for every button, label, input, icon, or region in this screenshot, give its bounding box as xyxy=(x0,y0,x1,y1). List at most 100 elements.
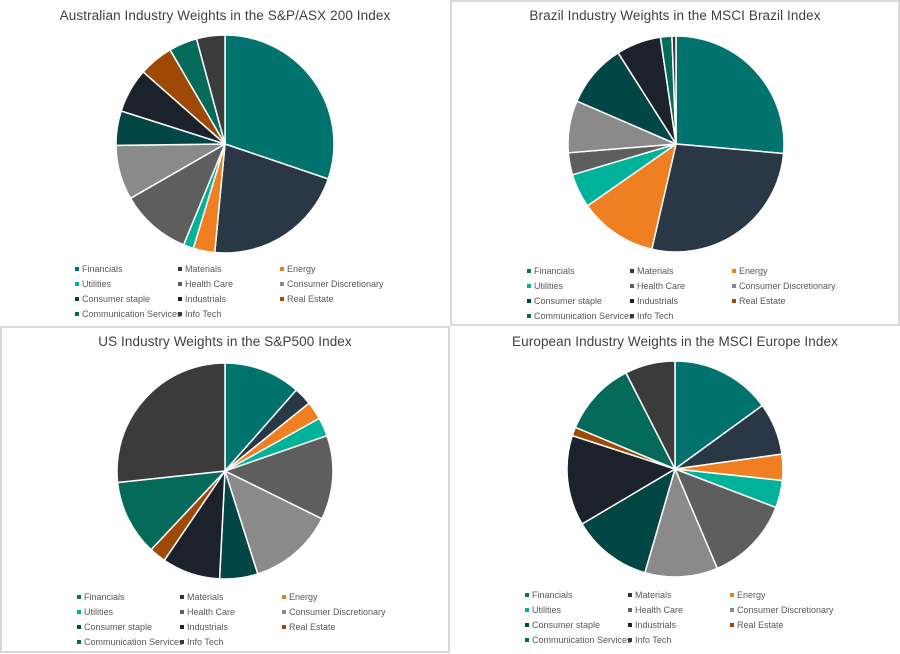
legend-label: Communication Services xyxy=(82,309,182,319)
legend-swatch xyxy=(527,299,531,303)
legend-swatch xyxy=(525,638,529,642)
pie-slice-industrials xyxy=(566,434,676,525)
legend-swatch xyxy=(730,593,734,597)
pie-slice-health-care xyxy=(224,434,334,520)
pie-slice-financials xyxy=(224,362,298,472)
chart-title: US Industry Weights in the S&P500 Index xyxy=(98,334,352,349)
legend-label: Consumer Discretionary xyxy=(289,607,386,617)
legend-swatch xyxy=(628,608,632,612)
legend-label: Communication Services xyxy=(84,637,184,647)
legend-label: Utilities xyxy=(82,279,112,289)
legend-swatch xyxy=(178,297,182,301)
chart-panel-europe: European Industry Weights in the MSCI Eu… xyxy=(450,326,900,652)
legend-label: Real Estate xyxy=(287,294,334,304)
legend-label: Info Tech xyxy=(635,635,672,645)
legend-label: Info Tech xyxy=(185,309,222,319)
legend-label: Communication Services xyxy=(532,635,632,645)
legend-swatch xyxy=(75,282,79,286)
legend-item-communication-services: Communication Services xyxy=(527,311,634,321)
pie-slice-info-tech xyxy=(625,360,676,470)
pie-chart-us xyxy=(116,362,334,580)
legend-item-communication-services: Communication Services xyxy=(77,637,184,647)
legend-item-consumer-discretionary: Consumer Discretionary xyxy=(732,281,836,291)
legend-swatch xyxy=(527,269,531,273)
legend-item-info-tech: Info Tech xyxy=(178,309,221,319)
legend-item-real-estate: Real Estate xyxy=(730,620,784,630)
legend-swatch xyxy=(730,623,734,627)
legend-label: Industrials xyxy=(637,296,679,306)
pie-slice-health-care xyxy=(674,468,777,570)
legend-label: Consumer Discretionary xyxy=(287,279,384,289)
legend-label: Health Care xyxy=(637,281,686,291)
legend-label: Financials xyxy=(84,592,125,602)
legend-item-health-care: Health Care xyxy=(180,607,235,617)
legend-item-consumer-staple: Consumer staple xyxy=(77,622,152,632)
pie-slice-materials xyxy=(213,143,329,254)
chart-panel-australia: Australian Industry Weights in the S&P/A… xyxy=(0,0,450,326)
legend-item-real-estate: Real Estate xyxy=(280,294,334,304)
legend-swatch xyxy=(280,267,284,271)
legend-label: Consumer Discretionary xyxy=(737,605,834,615)
legend-label: Consumer staple xyxy=(84,622,153,632)
legend-label: Consumer Discretionary xyxy=(739,281,836,291)
chart-title: Brazil Industry Weights in the MSCI Braz… xyxy=(529,8,821,23)
legend-item-materials: Materials xyxy=(628,590,672,600)
legend-item-real-estate: Real Estate xyxy=(282,622,336,632)
legend-label: Consumer staple xyxy=(532,620,601,630)
legend-label: Industrials xyxy=(635,620,677,630)
legend-swatch xyxy=(180,625,184,629)
legend-swatch xyxy=(630,269,634,273)
legend-label: Utilities xyxy=(84,607,114,617)
legend-label: Consumer staple xyxy=(534,296,603,306)
legend-swatch xyxy=(77,610,81,614)
legend-item-materials: Materials xyxy=(178,264,222,274)
legend-swatch xyxy=(178,282,182,286)
legend-item-health-care: Health Care xyxy=(178,279,233,289)
legend-label: Materials xyxy=(637,266,674,276)
pie-slice-info-tech xyxy=(671,35,677,145)
legend-swatch xyxy=(525,608,529,612)
chart-title: European Industry Weights in the MSCI Eu… xyxy=(512,334,838,349)
legend-item-consumer-staple: Consumer staple xyxy=(525,620,600,630)
legend-swatch xyxy=(75,297,79,301)
chart-panel-brazil: Brazil Industry Weights in the MSCI Braz… xyxy=(450,0,900,326)
legend-swatch xyxy=(730,608,734,612)
legend-swatch xyxy=(282,610,286,614)
legend-swatch xyxy=(77,640,81,644)
legend-label: Info Tech xyxy=(187,637,224,647)
pie-slice-consumer-discretionary xyxy=(644,468,719,578)
legend-item-communication-services: Communication Services xyxy=(75,309,182,319)
legend-item-health-care: Health Care xyxy=(630,281,685,291)
legend-item-consumer-discretionary: Consumer Discretionary xyxy=(282,607,386,617)
legend-item-industrials: Industrials xyxy=(178,294,226,304)
legend-item-financials: Financials xyxy=(77,592,125,602)
pie-slice-communication-services xyxy=(574,372,676,470)
legend-item-energy: Energy xyxy=(280,264,316,274)
legend-swatch xyxy=(178,312,182,316)
pie-slice-communication-services xyxy=(116,470,226,551)
legend-swatch xyxy=(525,623,529,627)
legend-item-consumer-staple: Consumer staple xyxy=(75,294,150,304)
legend-swatch xyxy=(77,625,81,629)
legend-swatch xyxy=(280,297,284,301)
legend-label: Utilities xyxy=(532,605,562,615)
pie-slice-financials xyxy=(674,360,764,470)
legend-label: Energy xyxy=(737,590,766,600)
legend-label: Real Estate xyxy=(289,622,336,632)
legend-label: Financials xyxy=(532,590,573,600)
pie-slice-materials xyxy=(651,143,785,253)
legend-swatch xyxy=(628,638,632,642)
legend-item-financials: Financials xyxy=(527,266,575,276)
legend-swatch xyxy=(732,284,736,288)
legend-label: Financials xyxy=(82,264,123,274)
pie-slice-health-care xyxy=(129,143,226,246)
legend-item-financials: Financials xyxy=(525,590,573,600)
pie-slice-financials xyxy=(675,35,785,155)
legend-swatch xyxy=(628,593,632,597)
legend-swatch xyxy=(630,314,634,318)
pie-slice-consumer-discretionary xyxy=(224,470,323,575)
legend-item-health-care: Health Care xyxy=(628,605,683,615)
legend-swatch xyxy=(280,282,284,286)
legend-label: Info Tech xyxy=(637,311,674,321)
chart-title: Australian Industry Weights in the S&P/A… xyxy=(59,8,391,23)
